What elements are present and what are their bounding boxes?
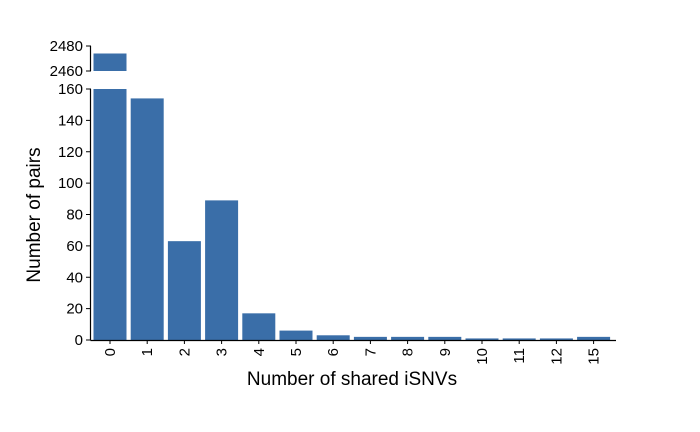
x-tick-label-2: 2 [176, 348, 193, 356]
bar-5 [279, 330, 313, 340]
y-tick-label-100: 100 [58, 175, 83, 192]
bar-8 [391, 336, 425, 340]
y-tick-label-20: 20 [66, 301, 83, 318]
y-tick-label-160: 160 [58, 81, 83, 98]
bar-10 [465, 338, 499, 340]
bar-12 [539, 338, 573, 340]
x-tick-label-15: 15 [586, 348, 603, 365]
y-tick-label-80: 80 [66, 207, 83, 224]
x-tick-label-6: 6 [325, 348, 342, 356]
bar-6 [316, 335, 350, 340]
y-tick-label-140: 140 [58, 112, 83, 129]
bar-11 [502, 338, 536, 340]
x-tick-label-11: 11 [511, 348, 528, 364]
y-tick-label-upper-2480: 2480 [50, 38, 83, 55]
bar-1 [130, 98, 164, 340]
bar-0-upper [93, 53, 127, 71]
y-axis-title: Number of pairs [24, 147, 45, 282]
bar-2 [167, 241, 201, 340]
x-tick-label-4: 4 [251, 348, 268, 356]
bars-group [93, 53, 611, 340]
x-tick-label-10: 10 [474, 348, 491, 365]
x-tick-label-3: 3 [214, 348, 231, 356]
x-tick-label-0: 0 [102, 348, 119, 356]
x-tick-label-1: 1 [139, 348, 156, 356]
y-tick-label-0: 0 [75, 332, 83, 349]
x-tick-label-9: 9 [437, 348, 454, 356]
bar-4 [242, 313, 276, 340]
bar-9 [428, 336, 462, 340]
bar-3 [205, 200, 239, 340]
x-axis-title: Number of shared iSNVs [247, 369, 457, 390]
x-tick-label-12: 12 [548, 348, 565, 365]
bar-7 [353, 336, 387, 340]
bar-0 [93, 89, 127, 340]
y-tick-label-60: 60 [66, 238, 83, 255]
x-tick-label-8: 8 [400, 348, 417, 356]
bar-15 [577, 336, 611, 340]
axes-group: 0 1 2 3 4 5 6 7 8 9 10 11 12 150204060801001201401602… [50, 38, 616, 365]
y-tick-label-120: 120 [58, 144, 83, 161]
x-tick-label-5: 5 [288, 348, 305, 356]
x-tick-label-7: 7 [362, 348, 379, 356]
y-tick-label-40: 40 [66, 269, 83, 286]
y-tick-label-upper-2460: 2460 [50, 63, 83, 80]
